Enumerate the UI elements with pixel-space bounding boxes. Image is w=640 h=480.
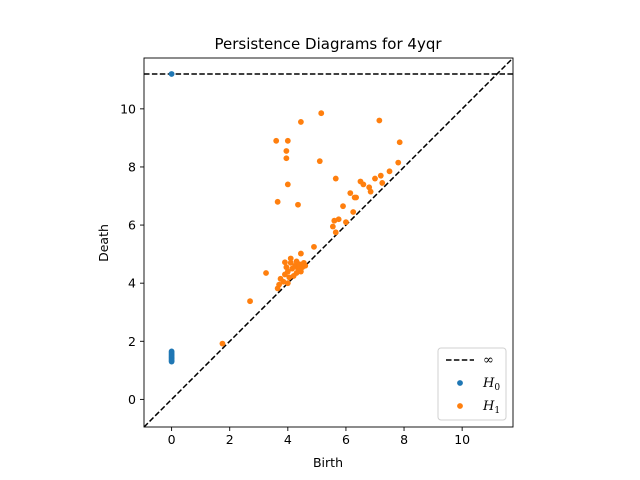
y-tick-label-6: 6 <box>128 218 136 233</box>
point-h1-37 <box>353 194 360 201</box>
point-h1-24 <box>302 262 309 269</box>
point-h1-30 <box>332 229 339 236</box>
point-h1-18 <box>293 270 300 276</box>
point-h1-11 <box>286 274 293 281</box>
point-h1-27 <box>311 243 317 250</box>
point-h1-57 <box>284 137 291 144</box>
x-tick-label-10: 10 <box>454 432 470 447</box>
y-tick-label-8: 8 <box>128 159 136 174</box>
y-tick-label-4: 4 <box>128 276 136 291</box>
point-h1-40 <box>366 184 373 191</box>
y-tick-label-2: 2 <box>128 334 136 349</box>
legend-box <box>437 347 507 421</box>
point-h1-51 <box>318 110 325 117</box>
point-h1-6 <box>280 278 287 285</box>
legend-label-h1: H1 <box>482 399 500 416</box>
point-h1-58 <box>273 137 280 144</box>
diagonal-line <box>144 58 513 427</box>
legend: ∞ H0 H1 <box>437 347 507 421</box>
point-h0-0 <box>168 71 175 77</box>
point-h1-1 <box>247 298 253 305</box>
x-tick-label-8: 8 <box>400 432 408 447</box>
point-h1-21 <box>297 268 304 275</box>
point-h1-52 <box>297 119 304 125</box>
x-tick-label-0: 0 <box>168 432 176 447</box>
point-h1-29 <box>331 217 338 224</box>
point-h1-59 <box>274 198 281 205</box>
point-h1-43 <box>377 172 384 179</box>
point-h1-50 <box>316 158 323 165</box>
point-h1-46 <box>395 159 402 166</box>
point-h1-12 <box>287 259 294 266</box>
point-h1-41 <box>367 188 374 195</box>
point-h1-42 <box>372 175 378 182</box>
plot-marks <box>144 58 513 427</box>
point-h1-25 <box>284 280 291 287</box>
plot-frame <box>143 57 514 428</box>
point-h1-2 <box>263 270 269 276</box>
y-tick-label-0: 0 <box>128 392 136 407</box>
y-tick-label-10: 10 <box>120 101 136 116</box>
point-h1-49 <box>332 175 339 182</box>
legend-label-h0: H0 <box>482 376 500 393</box>
point-h0-8 <box>168 358 175 365</box>
point-h1-45 <box>386 168 393 175</box>
legend-swatch-h0 <box>457 380 463 386</box>
legend-label-infinity: ∞ <box>483 353 494 368</box>
x-tick-label-6: 6 <box>342 432 350 447</box>
point-h1-53 <box>295 201 301 208</box>
point-h1-56 <box>283 148 290 154</box>
point-h1-47 <box>396 139 403 146</box>
point-h1-0 <box>219 340 226 347</box>
point-h1-8 <box>283 264 290 271</box>
x-axis-label: Birth <box>313 455 343 470</box>
x-tick-label-2: 2 <box>226 432 234 447</box>
point-h1-10 <box>284 268 291 275</box>
point-h1-33 <box>343 219 349 226</box>
legend-swatch-h1 <box>457 403 463 409</box>
chart-title: Persistence Diagrams for 4yqr <box>214 35 442 53</box>
point-h1-48 <box>376 117 383 124</box>
point-h1-35 <box>350 209 357 215</box>
point-h1-28 <box>329 223 336 230</box>
point-h1-54 <box>284 181 291 188</box>
point-h1-13 <box>287 255 294 262</box>
point-h1-26 <box>297 250 304 257</box>
plot-area: 0 2 4 6 8 10 0 2 4 6 8 10 <box>120 57 514 447</box>
y-axis-label: Death <box>96 224 111 262</box>
point-h1-34 <box>347 190 354 197</box>
point-h1-39 <box>360 181 367 188</box>
point-h1-55 <box>283 155 290 162</box>
point-h1-9 <box>282 259 288 266</box>
point-h1-4 <box>276 281 283 288</box>
point-h1-31 <box>335 216 342 223</box>
point-h1-32 <box>340 203 346 210</box>
x-tick-label-4: 4 <box>284 432 292 447</box>
point-h1-44 <box>379 180 386 186</box>
